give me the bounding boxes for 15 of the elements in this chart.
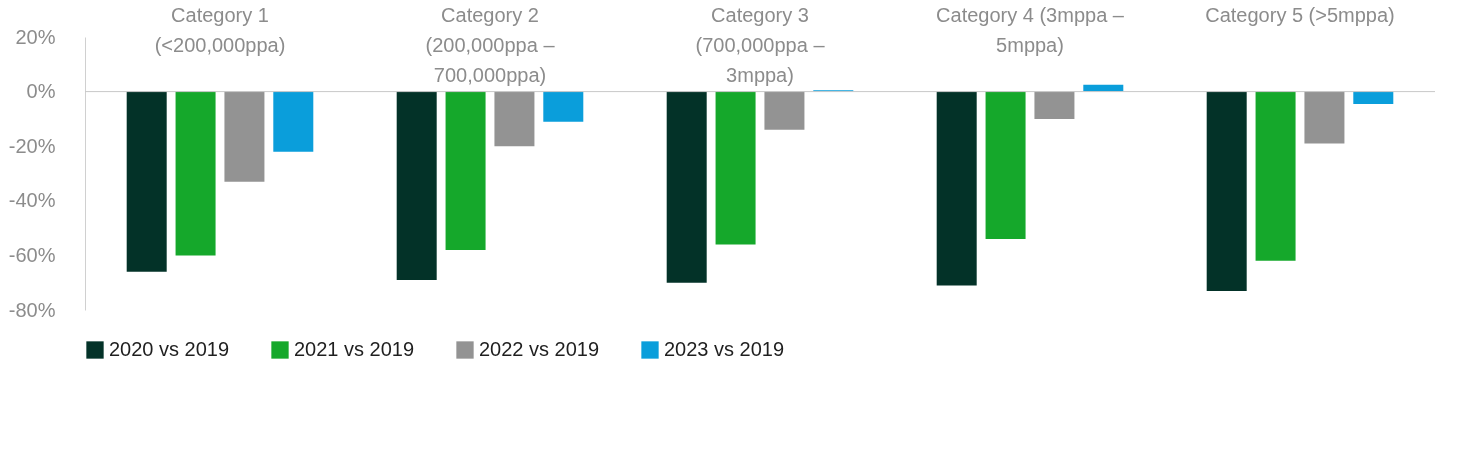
y-tick-label: 0% [26, 80, 56, 103]
y-tick-label: 20% [15, 25, 56, 48]
legend-label: 2020 vs 2019 [109, 338, 230, 360]
y-tick-label: -60% [8, 243, 56, 266]
x-tick-label: Category 5 (>5mppa) [1205, 3, 1395, 26]
x-tick-label: Category 1 (<200,000ppa) [154, 3, 286, 56]
x-tick-label: Category 2 (200,000ppa – 700,000ppa) [425, 3, 556, 86]
y-tick-label: -40% [8, 189, 56, 212]
legend-label: 2022 vs 2019 [479, 338, 600, 360]
legend-label: 2021 vs 2019 [294, 338, 415, 360]
x-tick-label: Category 3 (700,000ppa – 3mppa) [695, 3, 826, 86]
y-tick-label: -20% [8, 134, 56, 157]
legend-label: 2023 vs 2019 [664, 338, 785, 360]
x-tick-label: Category 4 (3mppa – 5mppa) [936, 3, 1125, 56]
y-tick-label: -80% [8, 298, 56, 321]
